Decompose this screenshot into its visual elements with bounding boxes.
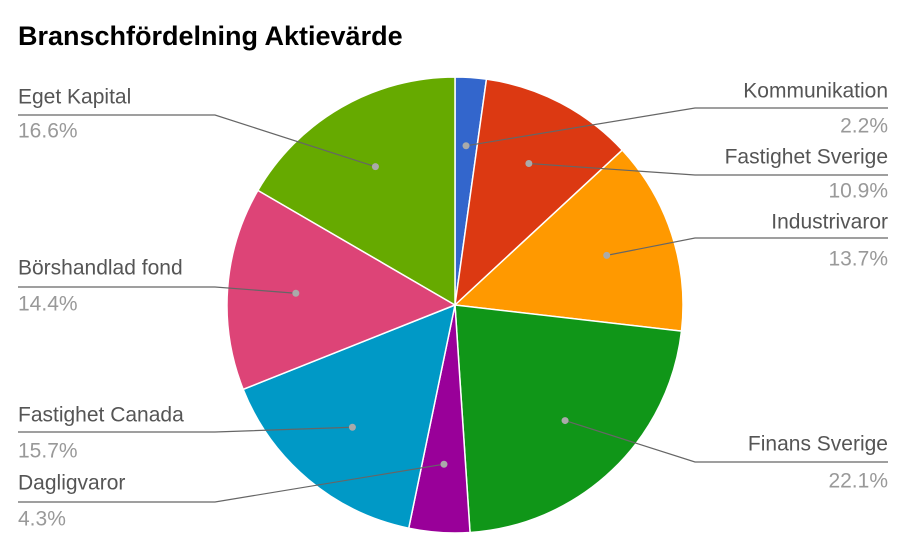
slice-value-label: 14.4% bbox=[18, 293, 78, 316]
leader-line bbox=[18, 286, 296, 294]
leader-line bbox=[18, 426, 353, 433]
slice-value-label: 13.7% bbox=[828, 248, 888, 271]
leader-dot bbox=[348, 423, 356, 431]
leader-dot bbox=[371, 163, 379, 171]
slice-label: Industrivaror bbox=[771, 211, 888, 234]
leader-line bbox=[18, 114, 376, 168]
leader-dot bbox=[561, 417, 569, 425]
pie-slice bbox=[242, 303, 457, 530]
leader-dot bbox=[525, 160, 533, 168]
leader-dot bbox=[462, 142, 470, 150]
slice-label: Eget Kapital bbox=[18, 86, 131, 109]
slice-label: Dagligvaror bbox=[18, 472, 125, 495]
pie-slice bbox=[453, 149, 684, 332]
slice-value-label: 16.6% bbox=[18, 120, 78, 143]
leader-line bbox=[18, 463, 445, 503]
leader-line bbox=[465, 107, 888, 147]
slice-value-label: 2.2% bbox=[840, 115, 888, 138]
leader-line bbox=[606, 237, 888, 256]
slice-label: Fastighet Sverige bbox=[725, 146, 888, 169]
slice-label: Kommunikation bbox=[743, 80, 888, 103]
slice-value-label: 4.3% bbox=[18, 508, 66, 531]
pie-slice bbox=[256, 76, 456, 307]
leader-line bbox=[528, 162, 888, 176]
chart-title: Branschfördelning Aktievärde bbox=[18, 21, 403, 51]
slice-value-label: 10.9% bbox=[828, 180, 888, 203]
slice-label: Finans Sverige bbox=[748, 433, 888, 456]
slice-value-label: 15.7% bbox=[18, 440, 78, 463]
slice-value-label: 22.1% bbox=[828, 470, 888, 493]
slice-label: Fastighet Canada bbox=[18, 404, 184, 427]
pie-slice bbox=[454, 304, 683, 534]
leader-dot bbox=[440, 460, 448, 468]
slice-label: Börshandlad fond bbox=[18, 257, 183, 280]
pie-slice bbox=[453, 78, 624, 307]
leader-line bbox=[564, 419, 888, 463]
leader-dot bbox=[603, 251, 611, 259]
leader-dot bbox=[292, 289, 300, 297]
